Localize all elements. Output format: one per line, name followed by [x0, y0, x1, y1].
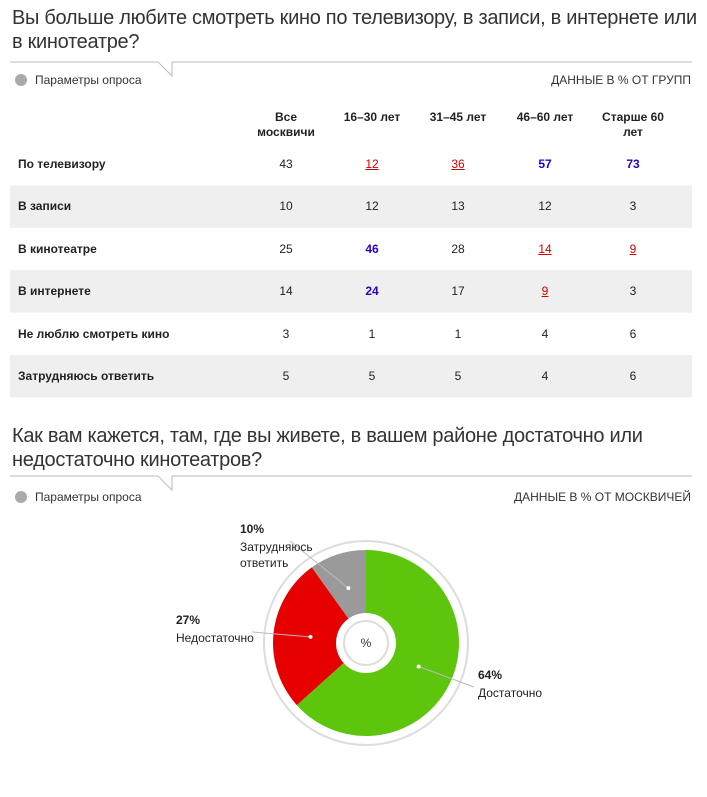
cell: 4 — [541, 326, 549, 341]
row-label: Затрудняюсь ответить — [18, 369, 155, 383]
column-header: Старше 60 лет — [602, 110, 664, 139]
leader-dot — [346, 586, 351, 591]
column-header: 31–45 лет — [429, 110, 487, 124]
divider — [10, 475, 692, 492]
cell: 4 — [541, 369, 549, 383]
row-label: В записи — [18, 199, 72, 214]
units: ДАННЫЕ В % ОТ МОСКВИЧЕЙ — [513, 490, 691, 504]
cell: 25 — [279, 241, 293, 256]
cell: 1 — [454, 326, 462, 341]
slice-name: Недостаточно — [176, 631, 254, 645]
params-link[interactable]: Параметры опроса — [35, 73, 142, 87]
slice-value: 27% — [176, 613, 201, 627]
cell: 17 — [451, 284, 465, 299]
cell: 12 — [365, 199, 379, 214]
pie-center-label: % — [361, 636, 372, 650]
cell: 3 — [282, 326, 290, 341]
leader-line — [418, 666, 475, 688]
column-header: 46–60 лет — [516, 110, 574, 124]
pie-slice — [272, 567, 366, 706]
cell: 13 — [451, 199, 465, 214]
cell: 28 — [451, 241, 465, 256]
pie: % — [251, 540, 475, 736]
cell: 12 — [538, 199, 552, 214]
title: Как вам кажется, там, где вы живете, в в… — [12, 425, 643, 471]
row-label: По телевизору — [18, 157, 106, 171]
cell: 1 — [368, 326, 376, 341]
cell: 14 — [279, 284, 293, 299]
cell: 5 — [282, 369, 290, 383]
column-header: Все москвичи — [257, 110, 315, 139]
leader-line — [289, 540, 349, 589]
info-icon — [15, 74, 27, 86]
cell: 14 — [538, 241, 552, 256]
units: ДАННЫЕ В % ОТ ГРУПП — [551, 73, 691, 87]
slice-name: Затрудняюсь ответить — [240, 540, 313, 570]
cell: 10 — [279, 199, 293, 214]
leader-line — [251, 631, 311, 638]
cell: 6 — [629, 369, 637, 383]
row-label: В интернете — [18, 284, 91, 299]
pie-hole — [343, 620, 389, 666]
cell: 73 — [626, 157, 640, 171]
cell: 5 — [454, 369, 462, 383]
cell: 3 — [629, 284, 637, 299]
cell: 46 — [365, 241, 379, 256]
slice-value: 10% — [240, 522, 265, 536]
cell: 57 — [538, 157, 552, 171]
row-band — [10, 185, 692, 228]
divider — [10, 61, 692, 78]
cell: 5 — [368, 369, 376, 383]
leader-dot — [308, 634, 313, 639]
cell: 9 — [541, 284, 549, 299]
row-band — [10, 270, 692, 313]
row-band — [10, 355, 692, 398]
column-header: 16–30 лет — [343, 110, 401, 124]
params-link[interactable]: Параметры опроса — [35, 490, 142, 504]
row-label: В кинотеатре — [18, 241, 97, 256]
slice-name: Достаточно — [478, 686, 543, 700]
cell: 3 — [629, 199, 637, 214]
cell: 12 — [365, 157, 379, 171]
cell: 6 — [629, 326, 637, 341]
slice-value: 64% — [478, 668, 503, 682]
cell: 9 — [629, 241, 637, 256]
leader-dot — [416, 664, 421, 669]
title: Вы больше любите смотреть кино по телеви… — [12, 7, 697, 53]
cell: 36 — [451, 157, 465, 171]
cell: 43 — [279, 157, 293, 171]
info-icon — [15, 491, 27, 503]
row-label: Не люблю смотреть кино — [18, 326, 170, 341]
cell: 24 — [365, 284, 379, 299]
